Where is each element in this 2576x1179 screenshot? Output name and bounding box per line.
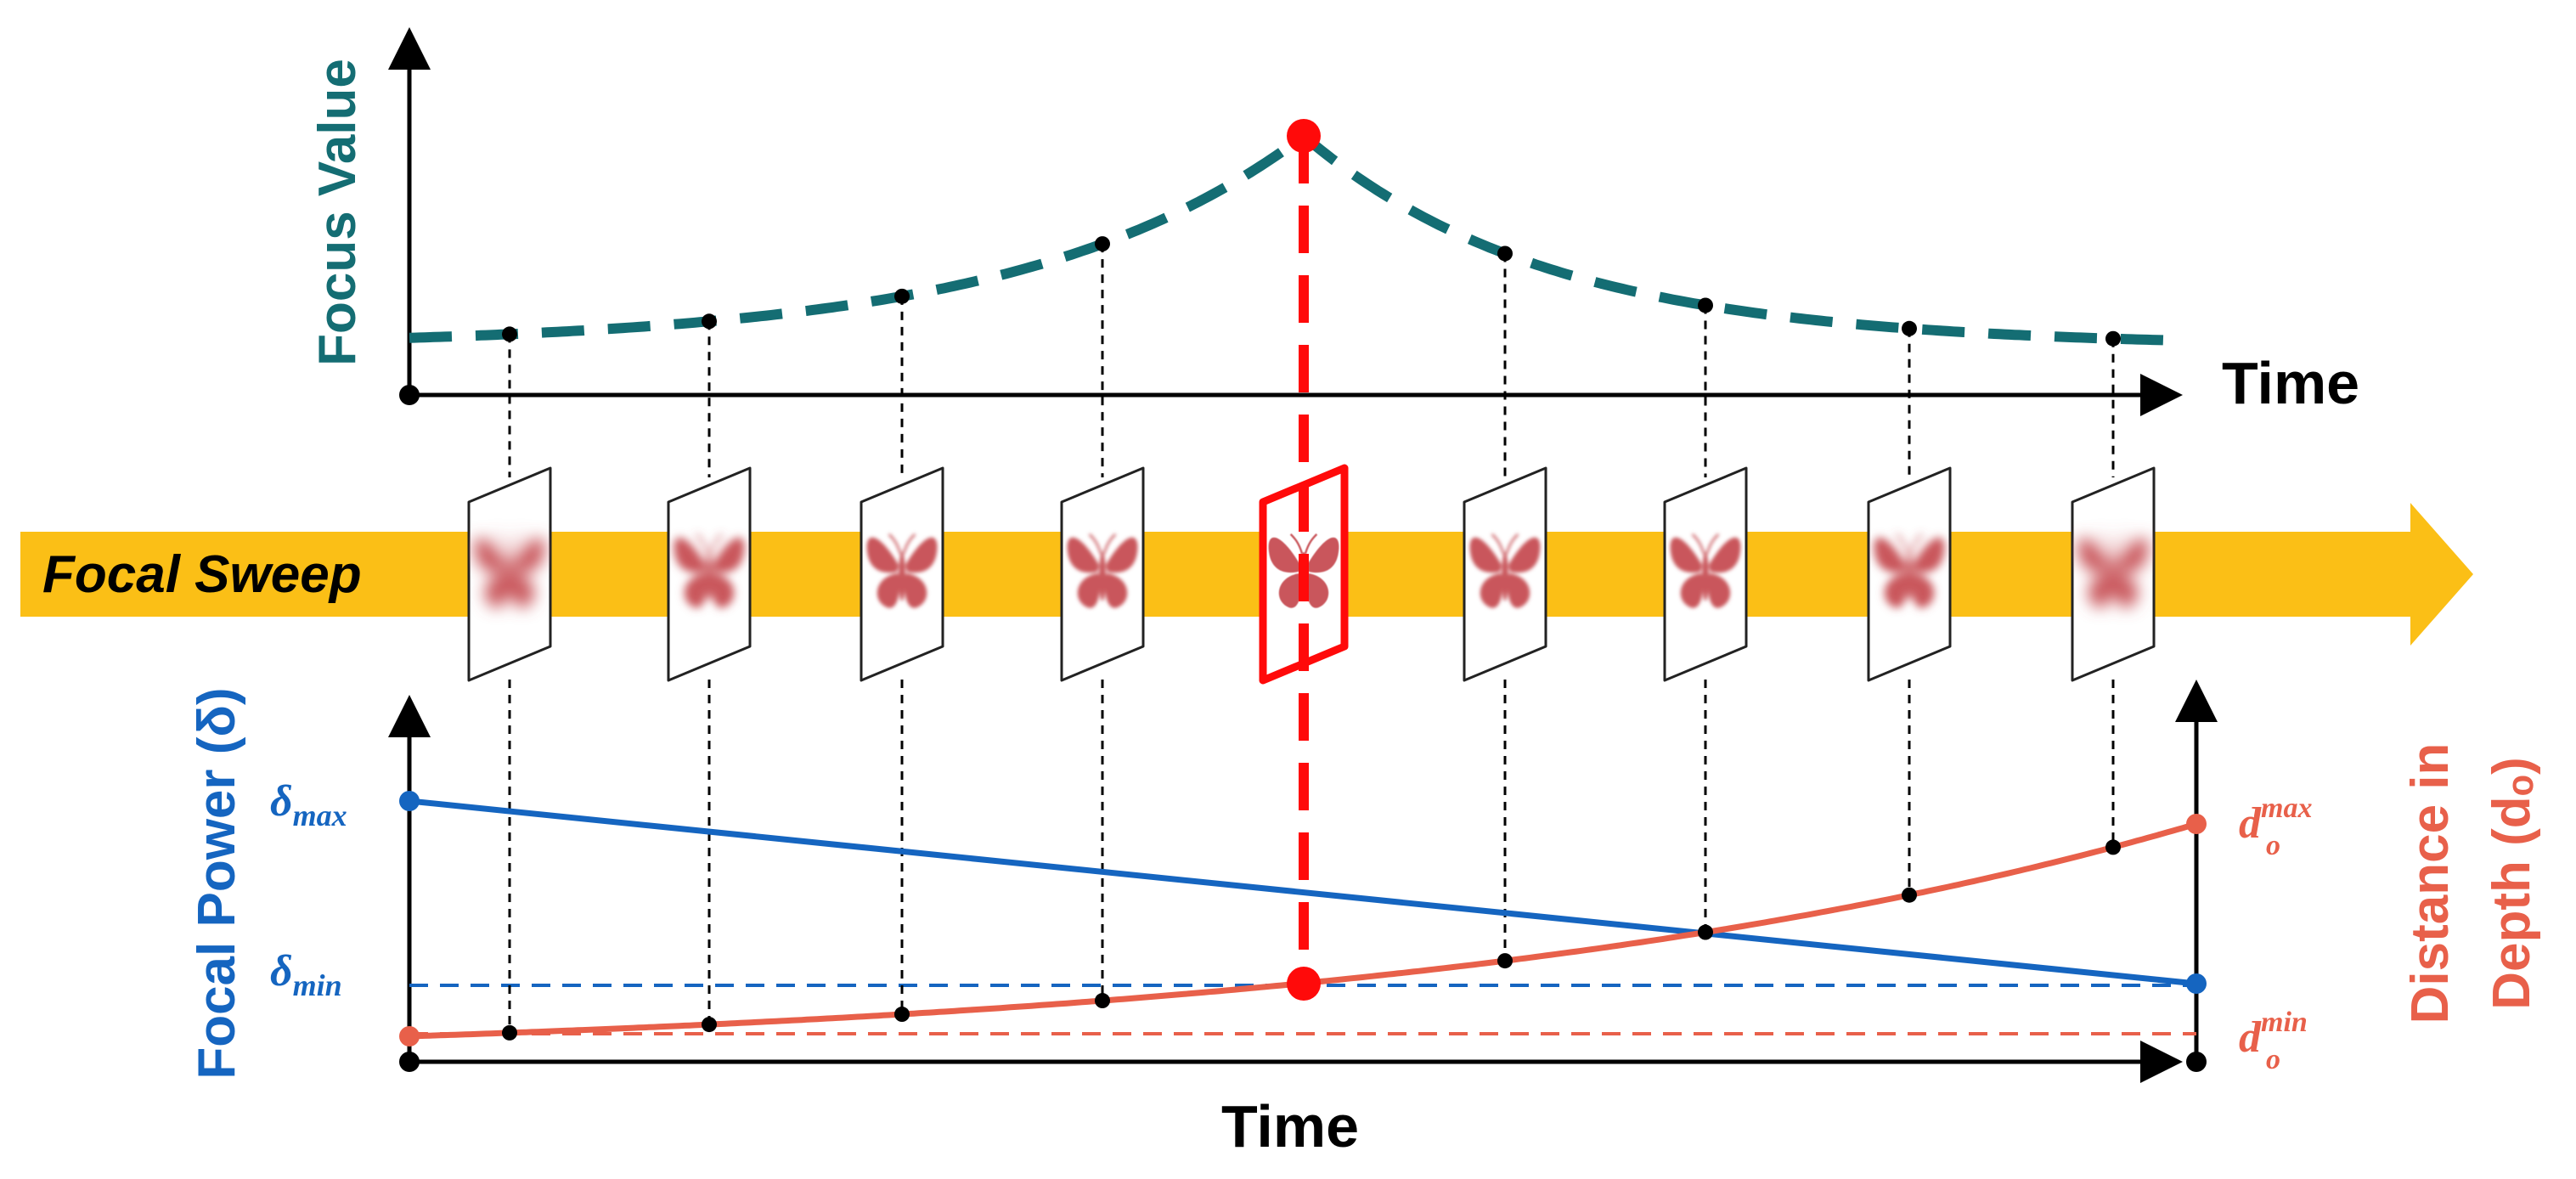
depth-max-label: dmax o	[2239, 793, 2312, 861]
bottom-x-label: Time	[1221, 1093, 1359, 1159]
depth-sample-point	[2105, 839, 2121, 855]
image-frames	[467, 464, 2156, 685]
in-focus-depth-point	[1287, 967, 1321, 1001]
focus-sample-point	[1497, 245, 1513, 262]
depth-axis-label-line1: Distance in	[2401, 743, 2460, 1024]
depth-sample-point	[1497, 953, 1513, 969]
focal-power-max-point	[399, 791, 420, 811]
depth-sample-point	[502, 1024, 517, 1041]
frame	[2071, 466, 2156, 682]
frame	[860, 466, 944, 682]
delta-min-label: δmin	[270, 947, 342, 1002]
frame	[1060, 466, 1145, 682]
focus-sample-point	[1095, 236, 1110, 252]
focal-power-line	[409, 798, 2197, 987]
depth-max-sub: o	[2266, 830, 2280, 861]
frame	[1463, 466, 1547, 682]
top-origin-dot	[399, 385, 420, 405]
top-y-label: Focus Value	[308, 59, 367, 366]
delta-min-base: δ	[270, 947, 293, 996]
focus-sample-point	[2105, 330, 2121, 347]
frame	[1663, 466, 1748, 682]
peak-focus-point	[1287, 119, 1321, 153]
frame	[467, 466, 552, 682]
frame	[667, 466, 752, 682]
depth-max-base: d	[2239, 799, 2262, 848]
delta-max-base: δ	[270, 777, 293, 826]
bottom-axes	[388, 680, 2218, 1083]
delta-max-label: δmax	[270, 777, 347, 832]
depth-min-sub: o	[2266, 1044, 2280, 1075]
frame	[1867, 466, 1952, 682]
depth-min-point	[399, 1026, 420, 1046]
depth-max-point	[2186, 814, 2207, 834]
focus-sample-point	[894, 288, 910, 304]
depth-sample-point	[1902, 887, 1917, 903]
depth-min-label: dmin o	[2239, 1007, 2308, 1075]
depth-min-sup: min	[2261, 1007, 2308, 1038]
focal-power-axis-label: Focal Power (δ)	[188, 687, 246, 1079]
depth-sample-point	[894, 1007, 910, 1023]
depth-sample-point	[1095, 993, 1110, 1009]
focus-sample-point	[1902, 320, 1917, 336]
focus-value-curve	[409, 133, 2173, 346]
depth-sample-point	[1698, 924, 1713, 940]
focal-sweep-arrow	[20, 503, 2473, 646]
focal-sweep-label: Focal Sweep	[42, 545, 362, 604]
depth-axis-label: Distance in Depth (dₒ)	[2401, 743, 2541, 1024]
top-x-label: Time	[2222, 350, 2359, 416]
depth-max-sup: max	[2261, 793, 2312, 824]
depth-min-base: d	[2239, 1013, 2262, 1062]
bottom-origin-dot	[399, 1052, 420, 1072]
focus-sample-point	[1698, 297, 1713, 313]
delta-max-sub: max	[293, 798, 347, 832]
focus-sample-point	[702, 313, 717, 330]
focus-sample-point	[502, 326, 517, 342]
bottom-end-dot	[2186, 1052, 2207, 1072]
depth-sample-point	[702, 1017, 717, 1033]
focal-power-min-point	[2186, 973, 2207, 994]
depth-axis-label-line2: Depth (dₒ)	[2483, 757, 2541, 1009]
delta-min-sub: min	[293, 968, 342, 1002]
sample-points	[502, 236, 2121, 1041]
